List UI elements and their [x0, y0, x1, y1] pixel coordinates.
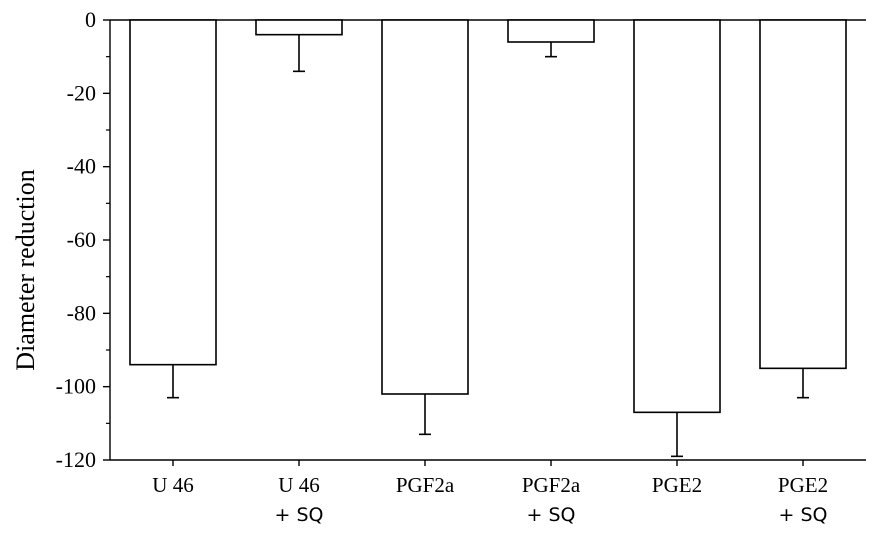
x-tick-label: PGF2a — [396, 473, 455, 497]
bars — [129, 19, 847, 414]
error-bars — [167, 34, 809, 458]
bar — [381, 19, 469, 395]
x-tick-label-sub: + SQ — [275, 504, 324, 526]
y-tick-label: 0 — [85, 7, 96, 32]
bar — [507, 19, 595, 43]
x-axis-labels: U 46 U 46 + SQ PGF2a PGF2a + SQ PGE2 PGE2 + SQ — [152, 460, 828, 526]
x-tick-label: PGF2a — [522, 473, 581, 497]
x-tick-label: PGE2 — [778, 473, 828, 497]
x-tick-label-sub: + SQ — [527, 504, 576, 526]
y-tick-label: -100 — [56, 374, 96, 399]
y-tick-label: -20 — [67, 80, 96, 105]
bar — [633, 19, 721, 414]
axes — [109, 19, 866, 461]
y-axis-title: Diameter reduction — [11, 169, 40, 370]
y-tick-label: -40 — [67, 154, 96, 179]
y-tick-label: -80 — [67, 300, 96, 325]
x-tick-label: U 46 — [278, 473, 319, 497]
bar — [255, 19, 343, 36]
x-tick-label: PGE2 — [652, 473, 702, 497]
bar — [759, 19, 847, 370]
bar — [129, 19, 217, 366]
y-tick-label: -120 — [56, 447, 96, 472]
x-tick-label: U 46 — [152, 473, 193, 497]
y-axis-ticks: 0 -20 -40 -60 -80 -100 -120 — [56, 7, 110, 472]
x-tick-label-sub: + SQ — [779, 504, 828, 526]
y-tick-label: -60 — [67, 227, 96, 252]
